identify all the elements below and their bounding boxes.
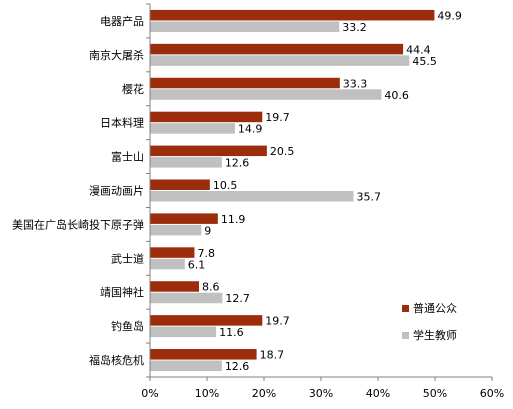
bar-public xyxy=(150,43,404,55)
bar-students-teachers xyxy=(150,191,354,202)
value-label: 11.9 xyxy=(221,213,246,226)
value-label: 33.3 xyxy=(343,77,368,90)
category-label: 樱花 xyxy=(122,83,144,96)
legend-swatch xyxy=(402,332,409,339)
bar-public xyxy=(150,349,257,360)
bar-public xyxy=(150,179,210,190)
category-label: 钓鱼岛 xyxy=(111,319,144,333)
category-label: 电器产品 xyxy=(100,14,144,28)
bar-students-teachers xyxy=(150,360,222,372)
legend-swatch xyxy=(402,305,409,312)
x-tick-label: 20% xyxy=(252,387,276,400)
bar-public xyxy=(150,213,218,224)
bar-public xyxy=(150,281,200,292)
value-label: 35.7 xyxy=(356,191,381,204)
category-labels: 电器产品南京大屠杀樱花日本料理富士山漫画动画片美国在广岛长崎投下原子弹武士道靖国… xyxy=(12,14,144,367)
value-label: 45.5 xyxy=(412,55,437,68)
bar-students-teachers xyxy=(150,292,223,304)
value-label: 33.2 xyxy=(342,21,367,34)
value-label: 9 xyxy=(204,224,211,237)
legend-label: 普通公众 xyxy=(413,301,457,315)
category-label: 靖国神社 xyxy=(100,285,144,299)
bar-public xyxy=(150,315,263,326)
bar-students-teachers xyxy=(150,157,222,168)
bar-students-teachers xyxy=(150,89,382,100)
value-label: 12.6 xyxy=(225,157,250,170)
value-label: 20.5 xyxy=(270,145,295,158)
x-tick-label: 10% xyxy=(195,387,219,400)
category-label: 福岛核危机 xyxy=(89,353,144,367)
value-label: 19.7 xyxy=(265,111,290,124)
x-tick-labels: 0% 10% 20% 30% 40% 50% 60% xyxy=(141,387,504,400)
bar-students-teachers xyxy=(150,258,185,270)
x-tick-label: 40% xyxy=(366,387,390,400)
bar-public xyxy=(150,111,263,123)
x-tick-label: 50% xyxy=(423,387,447,400)
bar-students-teachers xyxy=(150,55,410,66)
value-label: 11.6 xyxy=(219,326,244,339)
value-label: 7.8 xyxy=(197,247,215,260)
value-label: 19.7 xyxy=(265,315,290,328)
bar-students-teachers xyxy=(150,224,202,236)
x-tick-label: 60% xyxy=(480,387,504,400)
legend-label: 学生教师 xyxy=(413,328,457,342)
category-label: 武士道 xyxy=(111,251,144,265)
bar-students-teachers xyxy=(150,326,217,338)
category-label: 漫画动画片 xyxy=(89,184,144,198)
category-label: 美国在广岛长崎投下原子弹 xyxy=(12,217,144,231)
value-label: 6.1 xyxy=(188,258,206,271)
value-label: 12.6 xyxy=(225,360,250,373)
category-label: 日本料理 xyxy=(100,116,144,130)
bar-public xyxy=(150,145,267,157)
category-label: 富士山 xyxy=(111,150,144,164)
value-label: 44.4 xyxy=(406,43,431,56)
bar-public xyxy=(150,247,195,258)
value-label: 49.9 xyxy=(437,9,462,22)
axes xyxy=(146,3,493,381)
bar-public xyxy=(150,9,435,21)
bars xyxy=(150,9,435,372)
value-label: 14.9 xyxy=(238,123,263,136)
value-label: 10.5 xyxy=(213,179,238,192)
bar-public xyxy=(150,77,340,89)
category-label: 南京大屠杀 xyxy=(89,48,144,62)
bar-students-teachers xyxy=(150,21,340,32)
bar-students-teachers xyxy=(150,123,235,134)
value-label: 8.6 xyxy=(202,281,220,294)
value-label: 18.7 xyxy=(260,349,285,362)
value-labels: 49.933.244.445.533.340.619.714.920.512.6… xyxy=(188,9,462,373)
value-label: 12.7 xyxy=(225,292,250,305)
x-tick-label: 0% xyxy=(141,387,158,400)
value-label: 40.6 xyxy=(384,89,409,102)
x-tick-label: 30% xyxy=(309,387,333,400)
